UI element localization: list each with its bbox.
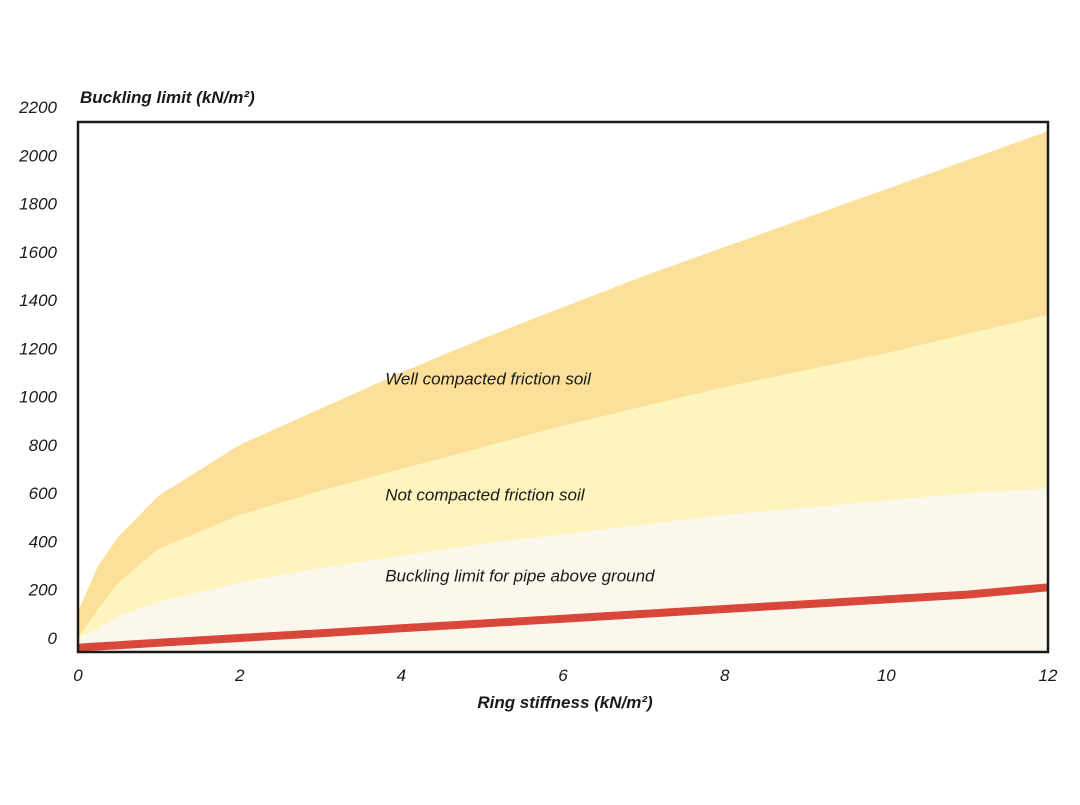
- pipe-above-ground-line: [77, 583, 1049, 652]
- y-tick-label: 1600: [19, 243, 57, 262]
- x-tick-label: 10: [877, 666, 896, 685]
- y-tick-label: 1000: [19, 388, 57, 407]
- y-tick-label: 0: [48, 629, 58, 648]
- y-tick-label: 2000: [18, 146, 57, 165]
- y-axis-title: Buckling limit (kN/m²): [80, 88, 255, 107]
- x-tick-label: 6: [558, 666, 568, 685]
- band-label-1: Well compacted friction soil: [385, 370, 592, 389]
- y-tick-label: 1400: [19, 291, 57, 310]
- band-label-2: Not compacted friction soil: [385, 485, 586, 504]
- x-tick-label: 12: [1039, 666, 1058, 685]
- x-tick-label: 2: [234, 666, 245, 685]
- y-axis-ticks: 0 200 400 600 800 1000 1200 1400 1600 1800 2000 220…: [18, 98, 57, 648]
- y-tick-label: 1800: [19, 195, 57, 214]
- x-axis-title: Ring stiffness (kN/m²): [477, 693, 653, 712]
- y-tick-label: 1200: [19, 339, 57, 358]
- x-tick-label: 4: [397, 666, 406, 685]
- y-tick-label: 200: [28, 581, 58, 600]
- y-tick-label: 2200: [18, 98, 57, 117]
- x-axis-ticks: 0 2 4 6 8 10 12: [73, 666, 1058, 685]
- y-tick-label: 400: [29, 533, 58, 552]
- band-labels: Well compacted friction soil Not compacte…: [385, 370, 655, 586]
- band-area-3: [78, 488, 1048, 652]
- chart-areas: [78, 131, 1048, 653]
- x-tick-label: 8: [720, 666, 730, 685]
- x-tick-label: 0: [73, 666, 83, 685]
- y-tick-label: 800: [29, 436, 58, 455]
- band-label-3: Buckling limit for pipe above ground: [385, 566, 655, 585]
- plot-frame: [76, 120, 1050, 654]
- y-tick-label: 600: [29, 484, 58, 503]
- chart-line-layer: [77, 583, 1049, 652]
